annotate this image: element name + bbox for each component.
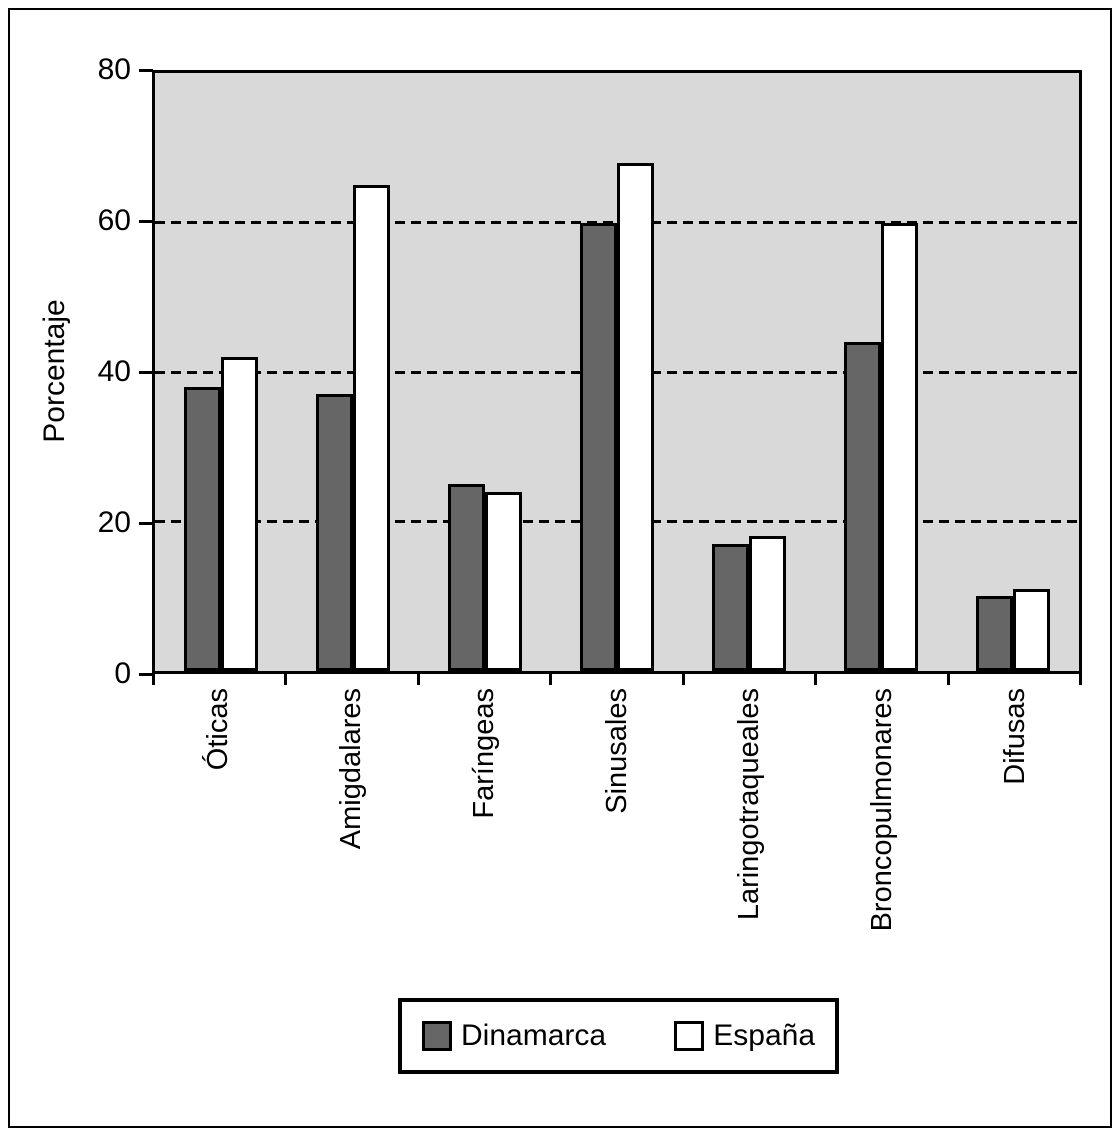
y-tick-label-60: 60: [97, 204, 131, 237]
legend-item-espana: España: [674, 1019, 815, 1053]
x-tick-4: [681, 672, 685, 685]
bar-group-broncopulmonares: [815, 73, 947, 671]
x-label-sinusales: Sinusales: [600, 688, 633, 814]
x-tick-7: [1079, 672, 1082, 685]
x-label-laringotraqueales: Laringotraqueales: [733, 688, 766, 921]
x-tick-5: [814, 672, 818, 685]
bar-dinamarca-faringeas: [448, 484, 485, 671]
x-tick-2: [416, 672, 420, 685]
bar-espana-sinusales: [617, 162, 654, 671]
bar-group-amigdalares: [287, 73, 419, 671]
bar-group-laringotraqueales: [683, 73, 815, 671]
bar-dinamarca-sinusales: [580, 222, 617, 671]
x-label-cell-laringotraqueales: Laringotraqueales: [683, 688, 816, 973]
legend-label-dinamarca: Dinamarca: [461, 1019, 607, 1052]
x-label-cell-difusas: Difusas: [949, 688, 1082, 973]
x-label-difusas: Difusas: [999, 688, 1032, 785]
y-tick-80: [139, 68, 153, 72]
bar-dinamarca-difusas: [976, 596, 1013, 671]
x-label-amigdalares: Amigdalares: [334, 688, 367, 850]
y-tick-label-80: 80: [97, 53, 131, 86]
figure-border: [8, 8, 1112, 1128]
x-label-cell-broncopulmonares: Broncopulmonares: [816, 688, 949, 973]
x-tick-3: [549, 672, 553, 685]
x-label-oticas: Óticas: [201, 688, 234, 771]
bar-espana-amigdalares: [353, 185, 390, 671]
bar-group-sinusales: [551, 73, 683, 671]
x-label-broncopulmonares: Broncopulmonares: [866, 688, 899, 932]
bars-container: [155, 73, 1079, 671]
plot-area: [152, 70, 1082, 674]
y-tick-40: [139, 370, 153, 374]
bar-espana-faringeas: [485, 491, 522, 671]
legend-item-dinamarca: Dinamarca: [422, 1019, 606, 1053]
bar-group-faringeas: [419, 73, 551, 671]
x-axis-labels: Óticas Amigdalares Faríngeas Sinusales Larin…: [152, 688, 1082, 973]
x-tick-6: [946, 672, 950, 685]
x-tick-0: [152, 672, 155, 685]
y-tick-20: [139, 521, 153, 525]
bar-group-difusas: [947, 73, 1079, 671]
x-label-cell-oticas: Óticas: [152, 688, 285, 973]
bar-dinamarca-laringotraqueales: [712, 543, 749, 671]
bar-dinamarca-oticas: [184, 386, 221, 671]
bar-dinamarca-broncopulmonares: [844, 342, 881, 671]
y-tick-label-0: 0: [114, 657, 131, 690]
x-tick-1: [284, 672, 288, 685]
legend: Dinamarca España: [398, 998, 839, 1074]
legend-swatch-espana: [674, 1021, 705, 1051]
bar-dinamarca-amigdalares: [316, 394, 353, 671]
bar-group-oticas: [155, 73, 287, 671]
x-label-cell-sinusales: Sinusales: [551, 688, 684, 973]
y-tick-label-40: 40: [97, 355, 131, 388]
legend-swatch-dinamarca: [422, 1021, 452, 1051]
bar-espana-broncopulmonares: [881, 222, 918, 671]
bar-espana-oticas: [221, 357, 258, 671]
bar-espana-difusas: [1013, 588, 1050, 671]
legend-label-espana: España: [713, 1019, 815, 1052]
y-tick-60: [139, 219, 153, 223]
x-label-cell-amigdalares: Amigdalares: [285, 688, 418, 973]
y-tick-label-20: 20: [97, 506, 131, 539]
bar-espana-laringotraqueales: [749, 536, 786, 671]
x-label-cell-faringeas: Faríngeas: [418, 688, 551, 973]
y-tick-0: [139, 672, 153, 676]
x-label-faringeas: Faríngeas: [467, 688, 500, 819]
